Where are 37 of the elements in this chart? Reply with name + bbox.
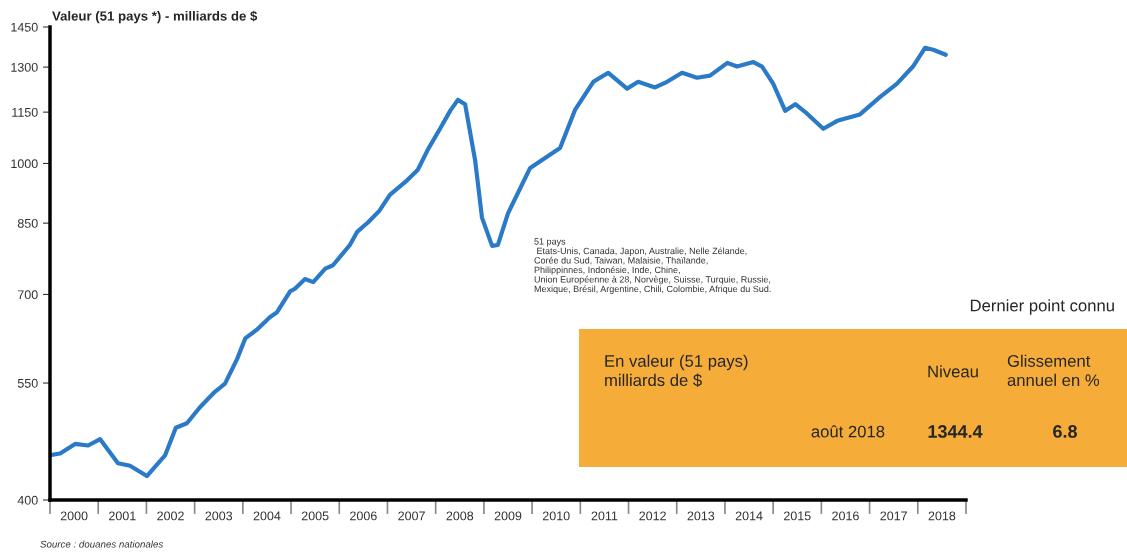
source-note: Source : douanes nationales bbox=[40, 540, 164, 548]
y-tick-label: 1450 bbox=[11, 22, 38, 32]
x-tick-label: 2001 bbox=[109, 511, 136, 521]
y-tick-label: 1300 bbox=[11, 62, 38, 72]
x-tick-label: 2002 bbox=[157, 511, 184, 521]
y-tick-label: 700 bbox=[17, 290, 38, 300]
x-tick-label: 2012 bbox=[639, 511, 666, 521]
y-tick-label: 850 bbox=[17, 218, 38, 228]
annotation: En valeur (51 pays) milliards de $ bbox=[605, 354, 748, 388]
y-tick-label: 400 bbox=[17, 495, 38, 505]
y-tick-label: 550 bbox=[17, 378, 38, 388]
x-tick-label: 2014 bbox=[735, 511, 763, 521]
text: 6.8 bbox=[1053, 425, 1077, 438]
annotation: Niveau bbox=[928, 365, 978, 378]
text: Dernier point connu bbox=[970, 299, 1114, 315]
x-tick-label: 2015 bbox=[783, 511, 811, 521]
x-tick-label: 2003 bbox=[205, 511, 233, 521]
annotation: 51 pays Etats-Unis, Canada, Japon, Australie, Nelle Zélande, Corée du Sud, Taiwan, Malaisie, Thaïlande, Philippinnes, Indonésie, Inde, Chine, Union Européenne à 28, Norvège, Suisse, Turquie, Russie, Mexique, Brésil, Argentine, Chili, Colombie, Afrique du Sud. bbox=[534, 238, 771, 294]
y-tick-label: 1000 bbox=[11, 159, 38, 169]
x-tick-label: 2018 bbox=[928, 511, 956, 521]
x-tick-label: 2011 bbox=[591, 511, 618, 521]
x-tick-label: 2008 bbox=[446, 511, 474, 521]
annotation: 1344.4 bbox=[928, 425, 983, 438]
chart-title: Valeur (51 pays *) - milliards de $ bbox=[52, 10, 258, 24]
x-tick-label: 2004 bbox=[253, 511, 281, 521]
x-tick-label: 2007 bbox=[398, 511, 425, 521]
x-tick-label: 2016 bbox=[832, 511, 859, 521]
x-tick-label: 2000 bbox=[60, 511, 88, 521]
x-tick-label: 2005 bbox=[301, 511, 329, 521]
x-tick-label: 2006 bbox=[350, 511, 377, 521]
x-tick-label: 2010 bbox=[542, 511, 570, 521]
x-tick-label: 2009 bbox=[494, 511, 522, 521]
y-tick-label: 1150 bbox=[12, 107, 38, 117]
x-tick-label: 2017 bbox=[880, 511, 907, 521]
text: Glissement annuel en % bbox=[1007, 354, 1100, 387]
x-tick-label: 2013 bbox=[687, 511, 715, 521]
annotation: août 2018 bbox=[811, 425, 885, 438]
